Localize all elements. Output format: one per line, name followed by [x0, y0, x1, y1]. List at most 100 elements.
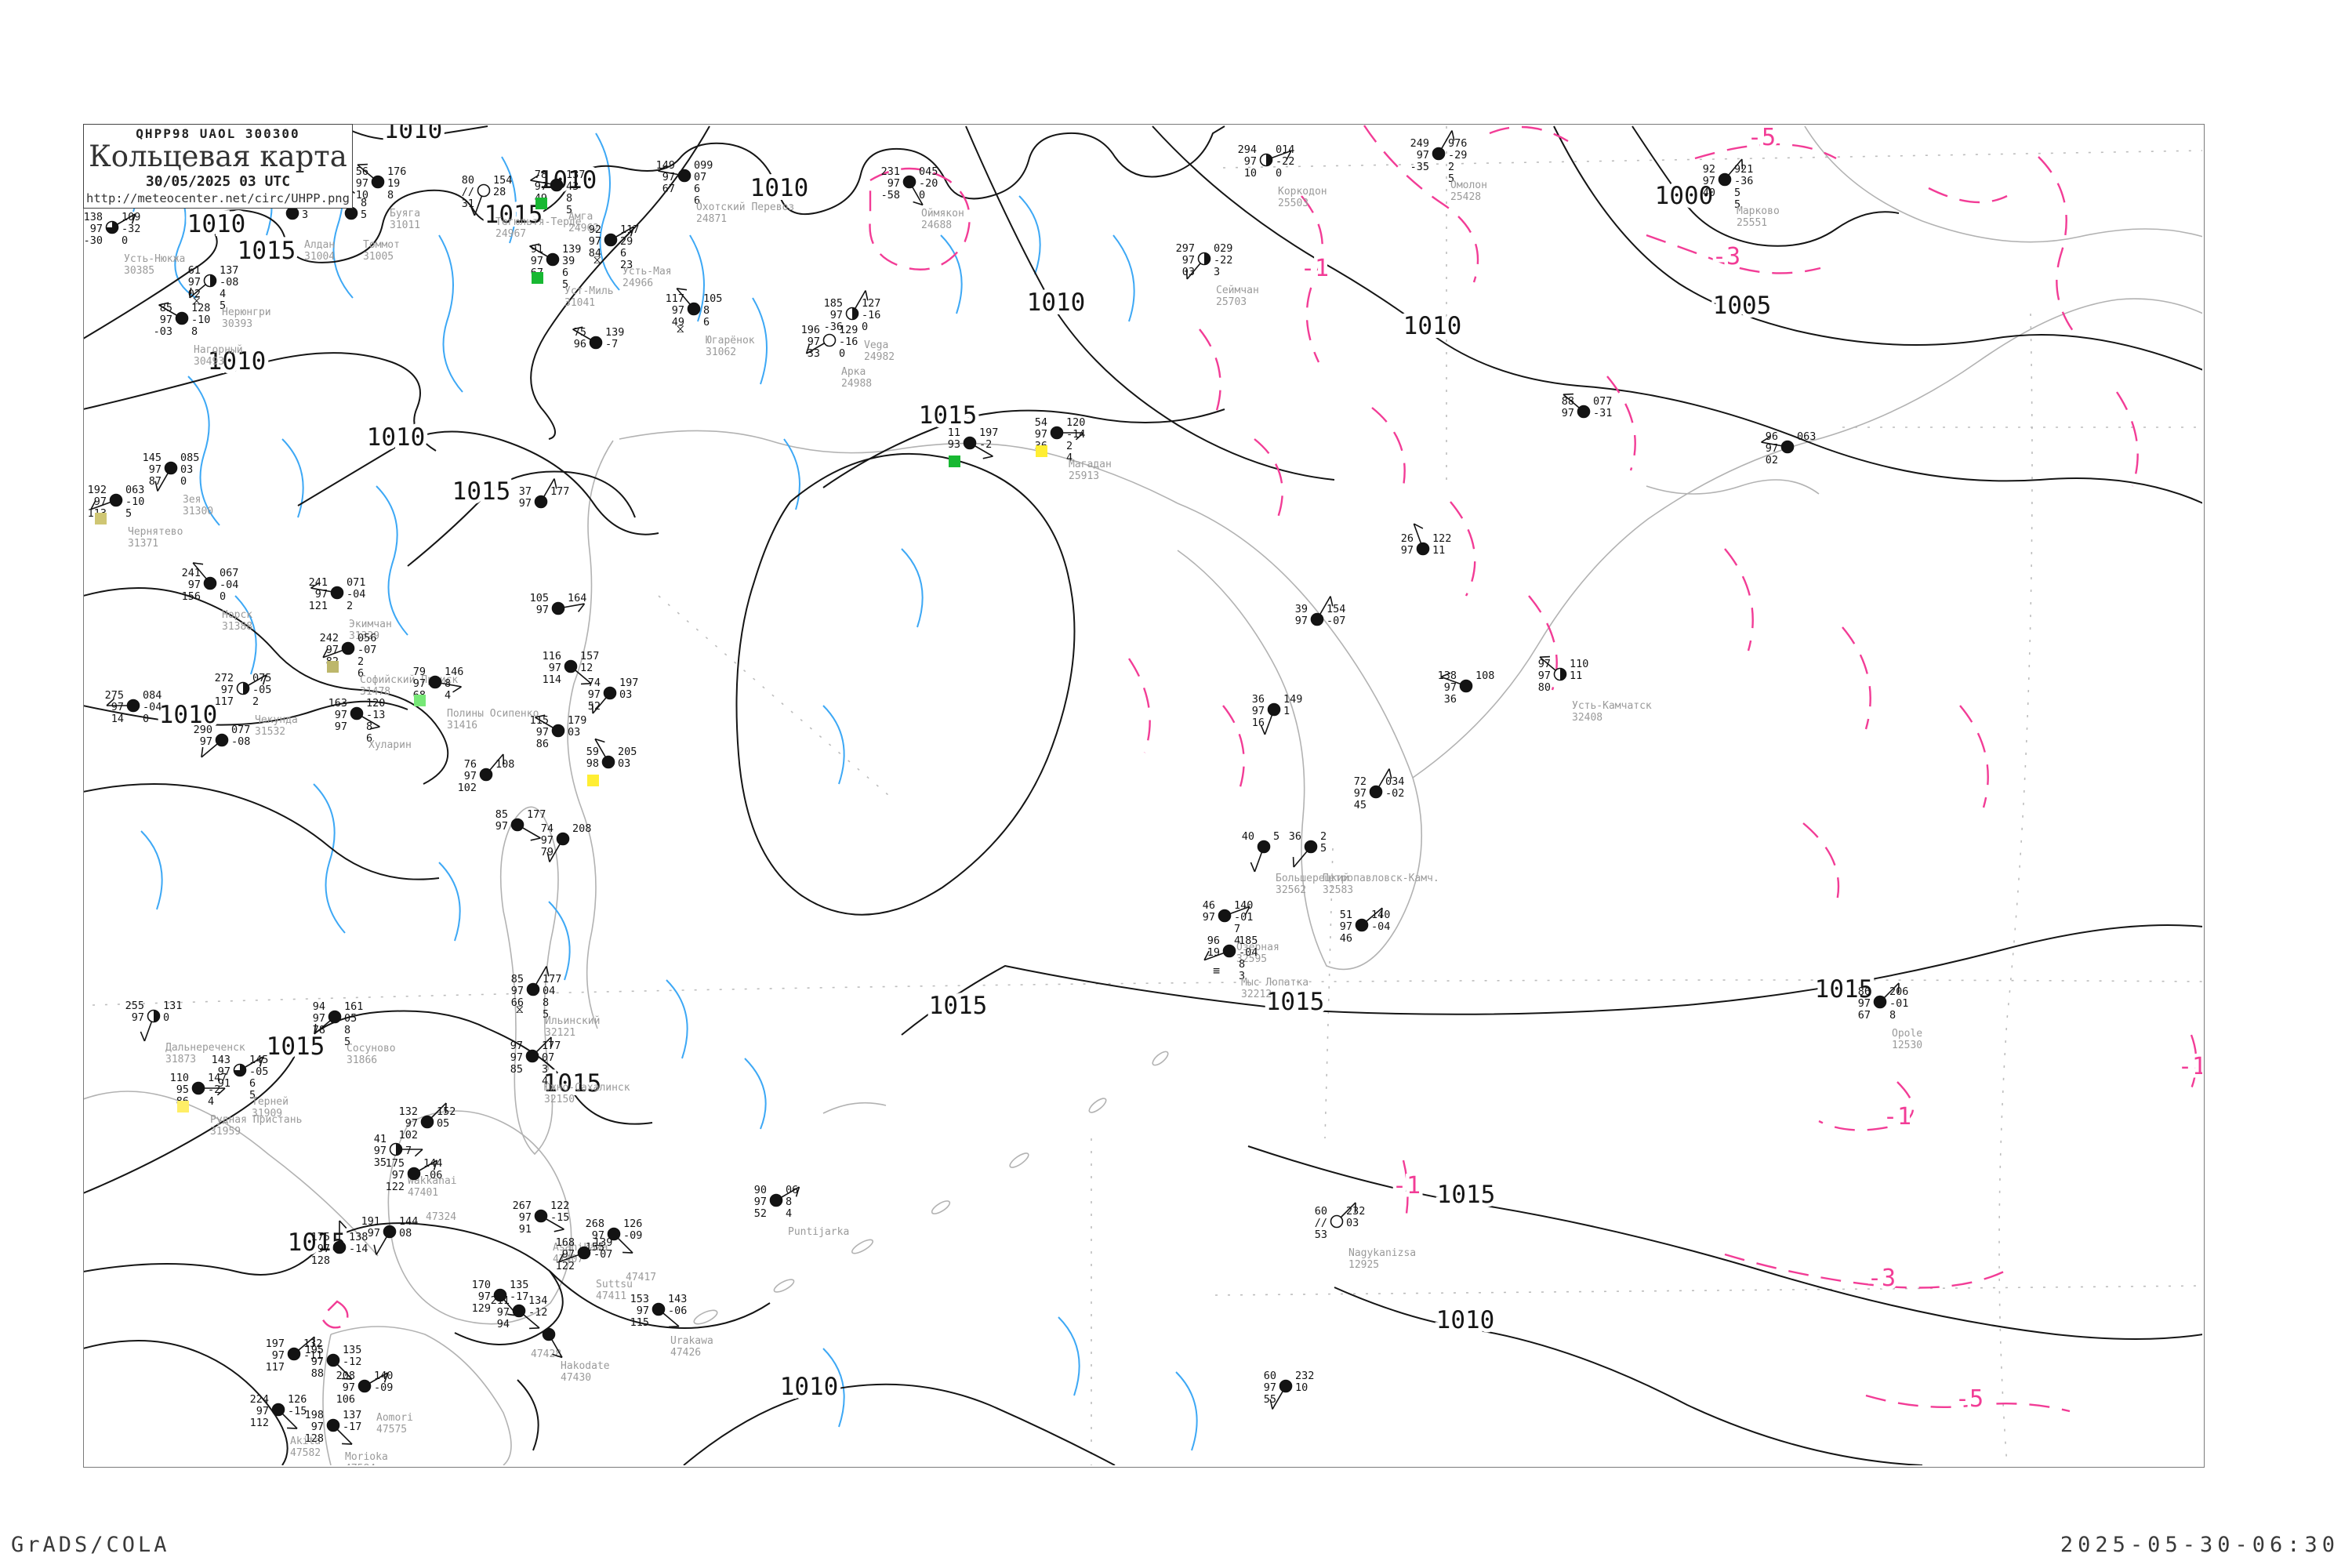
svg-text:66: 66 [511, 996, 524, 1009]
wind-barb-tick-icon [339, 1220, 347, 1229]
svg-text:114: 114 [543, 673, 561, 686]
svg-text:249: 249 [1410, 137, 1429, 150]
svg-text:56: 56 [356, 165, 368, 178]
svg-text:7: 7 [1234, 923, 1240, 935]
svg-text:Коркодон: Коркодон [1278, 186, 1327, 198]
map-title-box: QHPP98 UAOL 300300 Кольцевая карта 30/05… [83, 124, 353, 209]
svg-text:135: 135 [510, 1279, 528, 1291]
svg-text:92: 92 [1703, 163, 1715, 176]
svg-text:97: 97 [413, 677, 426, 690]
cloud-cover-icon [1873, 995, 1887, 1009]
cloud-cover-icon [687, 302, 701, 316]
svg-text:176: 176 [387, 165, 406, 178]
svg-text:Большерецкий: Большерецкий [1276, 873, 1349, 884]
svg-text:197: 197 [619, 677, 638, 689]
wind-barb-tick-icon [577, 603, 586, 612]
cloud-cover-icon [564, 659, 578, 673]
svg-text:5: 5 [1448, 172, 1454, 185]
svg-text:128: 128 [311, 1254, 330, 1267]
svg-text:-22: -22 [1214, 254, 1232, 267]
svg-text:12530: 12530 [1892, 1040, 1922, 1051]
wind-barb-tick-icon [1380, 908, 1383, 919]
map-datetime: 30/05/2025 03 UTC [145, 172, 291, 190]
wind-barb-tick-icon [1741, 158, 1744, 169]
svg-text:35: 35 [374, 1156, 387, 1169]
map-frame [83, 124, 2205, 1468]
cloud-cover-icon [479, 768, 493, 782]
svg-text:25913: 25913 [1069, 470, 1099, 482]
svg-text:Омолон: Омолон [1450, 180, 1487, 191]
svg-text:Nagykanizsa: Nagykanizsa [1348, 1247, 1416, 1259]
svg-text:177: 177 [542, 1040, 561, 1052]
svg-text:32583: 32583 [1323, 884, 1353, 896]
svg-text:31866: 31866 [347, 1054, 377, 1066]
svg-text:31909: 31909 [252, 1108, 282, 1120]
svg-text:-20: -20 [919, 177, 938, 190]
svg-text:⧖: ⧖ [676, 321, 684, 336]
svg-text:4: 4 [208, 1095, 214, 1108]
svg-text:6: 6 [366, 732, 372, 745]
svg-text:97: 97 [1252, 705, 1265, 717]
svg-text:97: 97 [392, 1169, 405, 1181]
svg-text:138: 138 [349, 1231, 368, 1243]
svg-text:-10: -10 [125, 495, 144, 508]
svg-text:140: 140 [374, 1370, 393, 1382]
station-plot: 7897491374385Амга24962 [530, 169, 599, 234]
wind-barb-tick-icon [1286, 151, 1292, 161]
svg-text:11: 11 [948, 426, 960, 439]
svg-text:12925: 12925 [1348, 1259, 1379, 1271]
station-marker-square [532, 272, 543, 284]
svg-text:97: 97 [318, 1243, 330, 1255]
wind-barb-tick-icon [216, 1087, 226, 1096]
svg-text:97: 97 [754, 1196, 767, 1208]
svg-text:05: 05 [437, 1117, 449, 1130]
svg-text:96: 96 [1766, 430, 1778, 443]
cloud-cover-icon [556, 832, 570, 846]
svg-text:126: 126 [623, 1218, 642, 1230]
wind-barb-tick-icon [535, 714, 546, 718]
svg-text:46: 46 [1340, 932, 1352, 945]
isobar-label: 1015 [919, 401, 978, 430]
svg-text:3: 3 [1214, 266, 1220, 278]
cloud-cover-icon [1222, 944, 1236, 958]
svg-text:31300: 31300 [183, 506, 213, 517]
svg-text:97: 97 [1401, 544, 1414, 557]
svg-text:-17: -17 [510, 1290, 528, 1303]
svg-text:10: 10 [1244, 167, 1257, 180]
svg-text:97: 97 [1354, 787, 1367, 800]
svg-text:05: 05 [344, 1012, 357, 1025]
svg-text:-58: -58 [881, 189, 900, 201]
wind-barb-tick-icon [452, 686, 462, 693]
svg-text:241: 241 [182, 567, 201, 579]
svg-text:79: 79 [541, 846, 554, 858]
svg-text:Алдан: Алдан [304, 239, 335, 251]
wind-barb-tick-icon [546, 851, 550, 862]
svg-text:97: 97 [90, 223, 103, 235]
svg-text:47428: 47428 [531, 1348, 561, 1360]
wind-barb-tick-icon [805, 343, 811, 354]
svg-text:97: 97 [464, 770, 477, 782]
svg-text:168: 168 [556, 1236, 575, 1249]
station-marker-square [95, 513, 107, 524]
svg-text:0: 0 [839, 347, 845, 360]
svg-text:152: 152 [437, 1105, 456, 1118]
svg-text:297: 297 [1176, 242, 1195, 255]
svg-text:47584: 47584 [345, 1463, 376, 1475]
svg-text:36: 36 [1289, 830, 1301, 843]
wind-barb-tick-icon [1330, 596, 1334, 607]
svg-text:80: 80 [1538, 681, 1551, 694]
svg-text:5: 5 [543, 1008, 549, 1021]
svg-text:0: 0 [220, 590, 226, 603]
isobar-label: 1015 [929, 992, 988, 1020]
